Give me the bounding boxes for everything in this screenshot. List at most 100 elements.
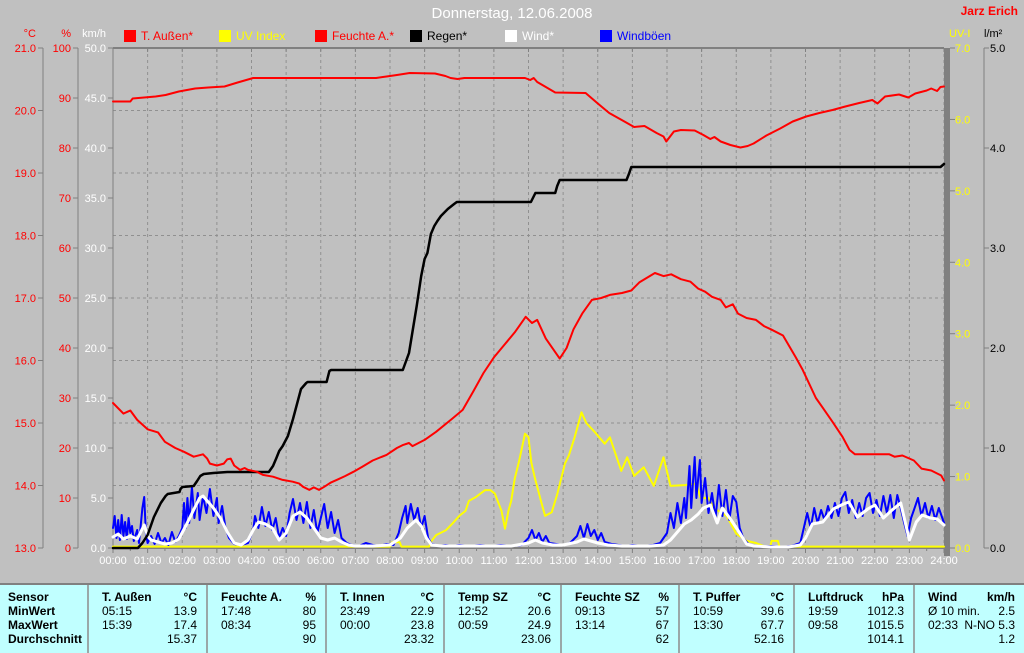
svg-text:21.0: 21.0 [15,43,36,55]
table-cell-hdr: Feuchte SZ% [562,590,678,604]
min-value: 20.6 [527,604,551,618]
svg-text:24:00: 24:00 [930,555,958,567]
chart-title: Donnerstag, 12.06.2008 [431,5,593,22]
hdr-value: °C [183,590,197,604]
svg-text:km/h: km/h [82,28,106,40]
svg-text:09:00: 09:00 [411,555,439,567]
svg-text:02:00: 02:00 [168,555,196,567]
series-temp [112,272,945,491]
table-cell-avg: 23.06 [445,632,560,646]
max-value: 95 [302,618,316,632]
svg-text:18:00: 18:00 [722,555,750,567]
table-column-t-innen: T. Innen °C 23:49 22.9 00:00 23.8 23.32 [325,585,443,653]
svg-text:20:00: 20:00 [792,555,820,567]
axis-left-C: 21.0 20.0 19.0 18.0 17.0 16.0 15.0 14.0 13.0 °C [15,28,44,555]
hdr-value: °C [537,590,551,604]
author-name: Jarz Erich [960,4,1018,18]
series-wind [111,494,946,549]
svg-text:14:00: 14:00 [584,555,612,567]
svg-text:UV-I: UV-I [949,28,970,40]
svg-text:3.0: 3.0 [955,329,970,341]
svg-text:%: % [61,28,71,40]
table-column-wind: Wind km/h Ø 10 min. 2.5 02:33 N-NO 5.3 1.2 [913,585,1024,653]
avg-value: 62 [655,632,669,646]
svg-text:08:00: 08:00 [376,555,404,567]
svg-text:35.0: 35.0 [85,193,106,205]
svg-text:11:00: 11:00 [481,555,508,567]
svg-text:13.0: 13.0 [15,543,36,555]
avg-value: 1014.1 [867,632,904,646]
table-cell-hdr: Wind km/h [915,590,1024,604]
chart-legend: T. Außen* UV Index Feuchte A.* Regen* Wi… [0,27,1024,43]
svg-text:40.0: 40.0 [85,143,106,155]
avg-value: 23.32 [403,632,434,646]
table-cell-avg: 23.32 [327,632,443,646]
max-value: 24.9 [527,618,551,632]
table-cell-max: 02:33 N-NO 5.3 [915,618,1024,632]
table-cell-max: 15:39 17.4 [89,618,206,632]
min-value: 2.5 [998,604,1015,618]
min-time: 12:52 [458,604,489,618]
legend-swatch-wind-icon [505,29,517,42]
max-time: 13:30 [693,618,724,632]
hdr-time: Wind [928,590,958,604]
svg-text:03:00: 03:00 [203,555,231,567]
svg-text:20: 20 [59,443,71,455]
table-cell-avg: 1.2 [915,632,1024,646]
svg-text:23:00: 23:00 [896,555,924,567]
table-column-temp-sz: Temp SZ °C 12:52 20.6 00:59 24.9 23.06 [443,585,560,653]
axis-right-lm2: 5.0 4.0 3.0 2.0 1.0 0.0 l/m² [984,28,1005,555]
table-cell-hdr: Temp SZ °C [445,590,560,604]
legend-item-t-aussen: T. Außen* [124,27,193,43]
min-time: Ø 10 min. [928,604,981,618]
max-value: 23.8 [410,618,434,632]
row-label-durchschnitt: Durchschnitt [8,632,83,646]
hdr-value: °C [770,590,784,604]
min-time: 17:48 [221,604,252,618]
series-rain [111,162,946,550]
hdr-time: Luftdruck [808,590,864,604]
legend-swatch-t-aussen-icon [124,29,136,42]
svg-text:4.0: 4.0 [955,257,970,269]
table-cell-avg: 15.37 [89,632,206,646]
svg-text:20.0: 20.0 [15,106,36,118]
table-column-t-puffer: T. Puffer °C 10:59 39.6 13:30 67.7 52.16 [678,585,793,653]
avg-value: 15.37 [166,632,197,646]
table-cell-avg: 90 [208,632,325,646]
svg-text:0.0: 0.0 [91,543,106,555]
max-time: 08:34 [221,618,252,632]
table-cell-max: 09:58 1015.5 [795,618,913,632]
min-value: 1012.3 [867,604,904,618]
svg-text:10.0: 10.0 [85,443,106,455]
svg-text:21:00: 21:00 [826,555,854,567]
svg-text:06:00: 06:00 [307,555,335,567]
svg-text:22:00: 22:00 [861,555,889,567]
max-time: 02:33 [928,618,959,632]
svg-text:l/m²: l/m² [984,28,1003,40]
svg-text:50.0: 50.0 [85,43,106,55]
legend-swatch-feuchte-icon [315,29,327,42]
min-time: 19:59 [808,604,839,618]
svg-text:30: 30 [59,393,71,405]
svg-text:25.0: 25.0 [85,293,106,305]
legend-swatch-regen-icon [410,29,422,42]
svg-text:20.0: 20.0 [85,343,106,355]
x-axis-labels: 00:00 01:00 02:00 03:00 04:00 05:00 06:00 07:00… [99,555,958,567]
svg-text:14.0: 14.0 [15,481,36,493]
max-time: 13:14 [575,618,606,632]
max-time: 00:59 [458,618,489,632]
svg-text:°C: °C [24,28,36,40]
table-cell-hdr: Luftdruck hPa [795,590,913,604]
hdr-value: % [305,590,316,604]
table-cell-avg: 52.16 [680,632,793,646]
avg-value: 90 [302,632,316,646]
table-column-feuchte-sz: Feuchte SZ% 09:13 57 13:14 67 62 [560,585,678,653]
max-value: 67.7 [760,618,784,632]
table-cell-max: 00:00 23.8 [327,618,443,632]
hdr-time: T. Puffer [693,590,741,604]
row-label-sensor: Sensor [8,590,49,604]
hdr-value: °C [420,590,434,604]
axis-left-kmh: 50.0 45.0 40.0 35.0 30.0 25.0 20.0 15.0 10.0 5.0 0… [82,28,114,555]
weather-chart: 21.0 20.0 19.0 18.0 17.0 16.0 15.0 14.0 13.0 °C 10… [15,28,1006,567]
